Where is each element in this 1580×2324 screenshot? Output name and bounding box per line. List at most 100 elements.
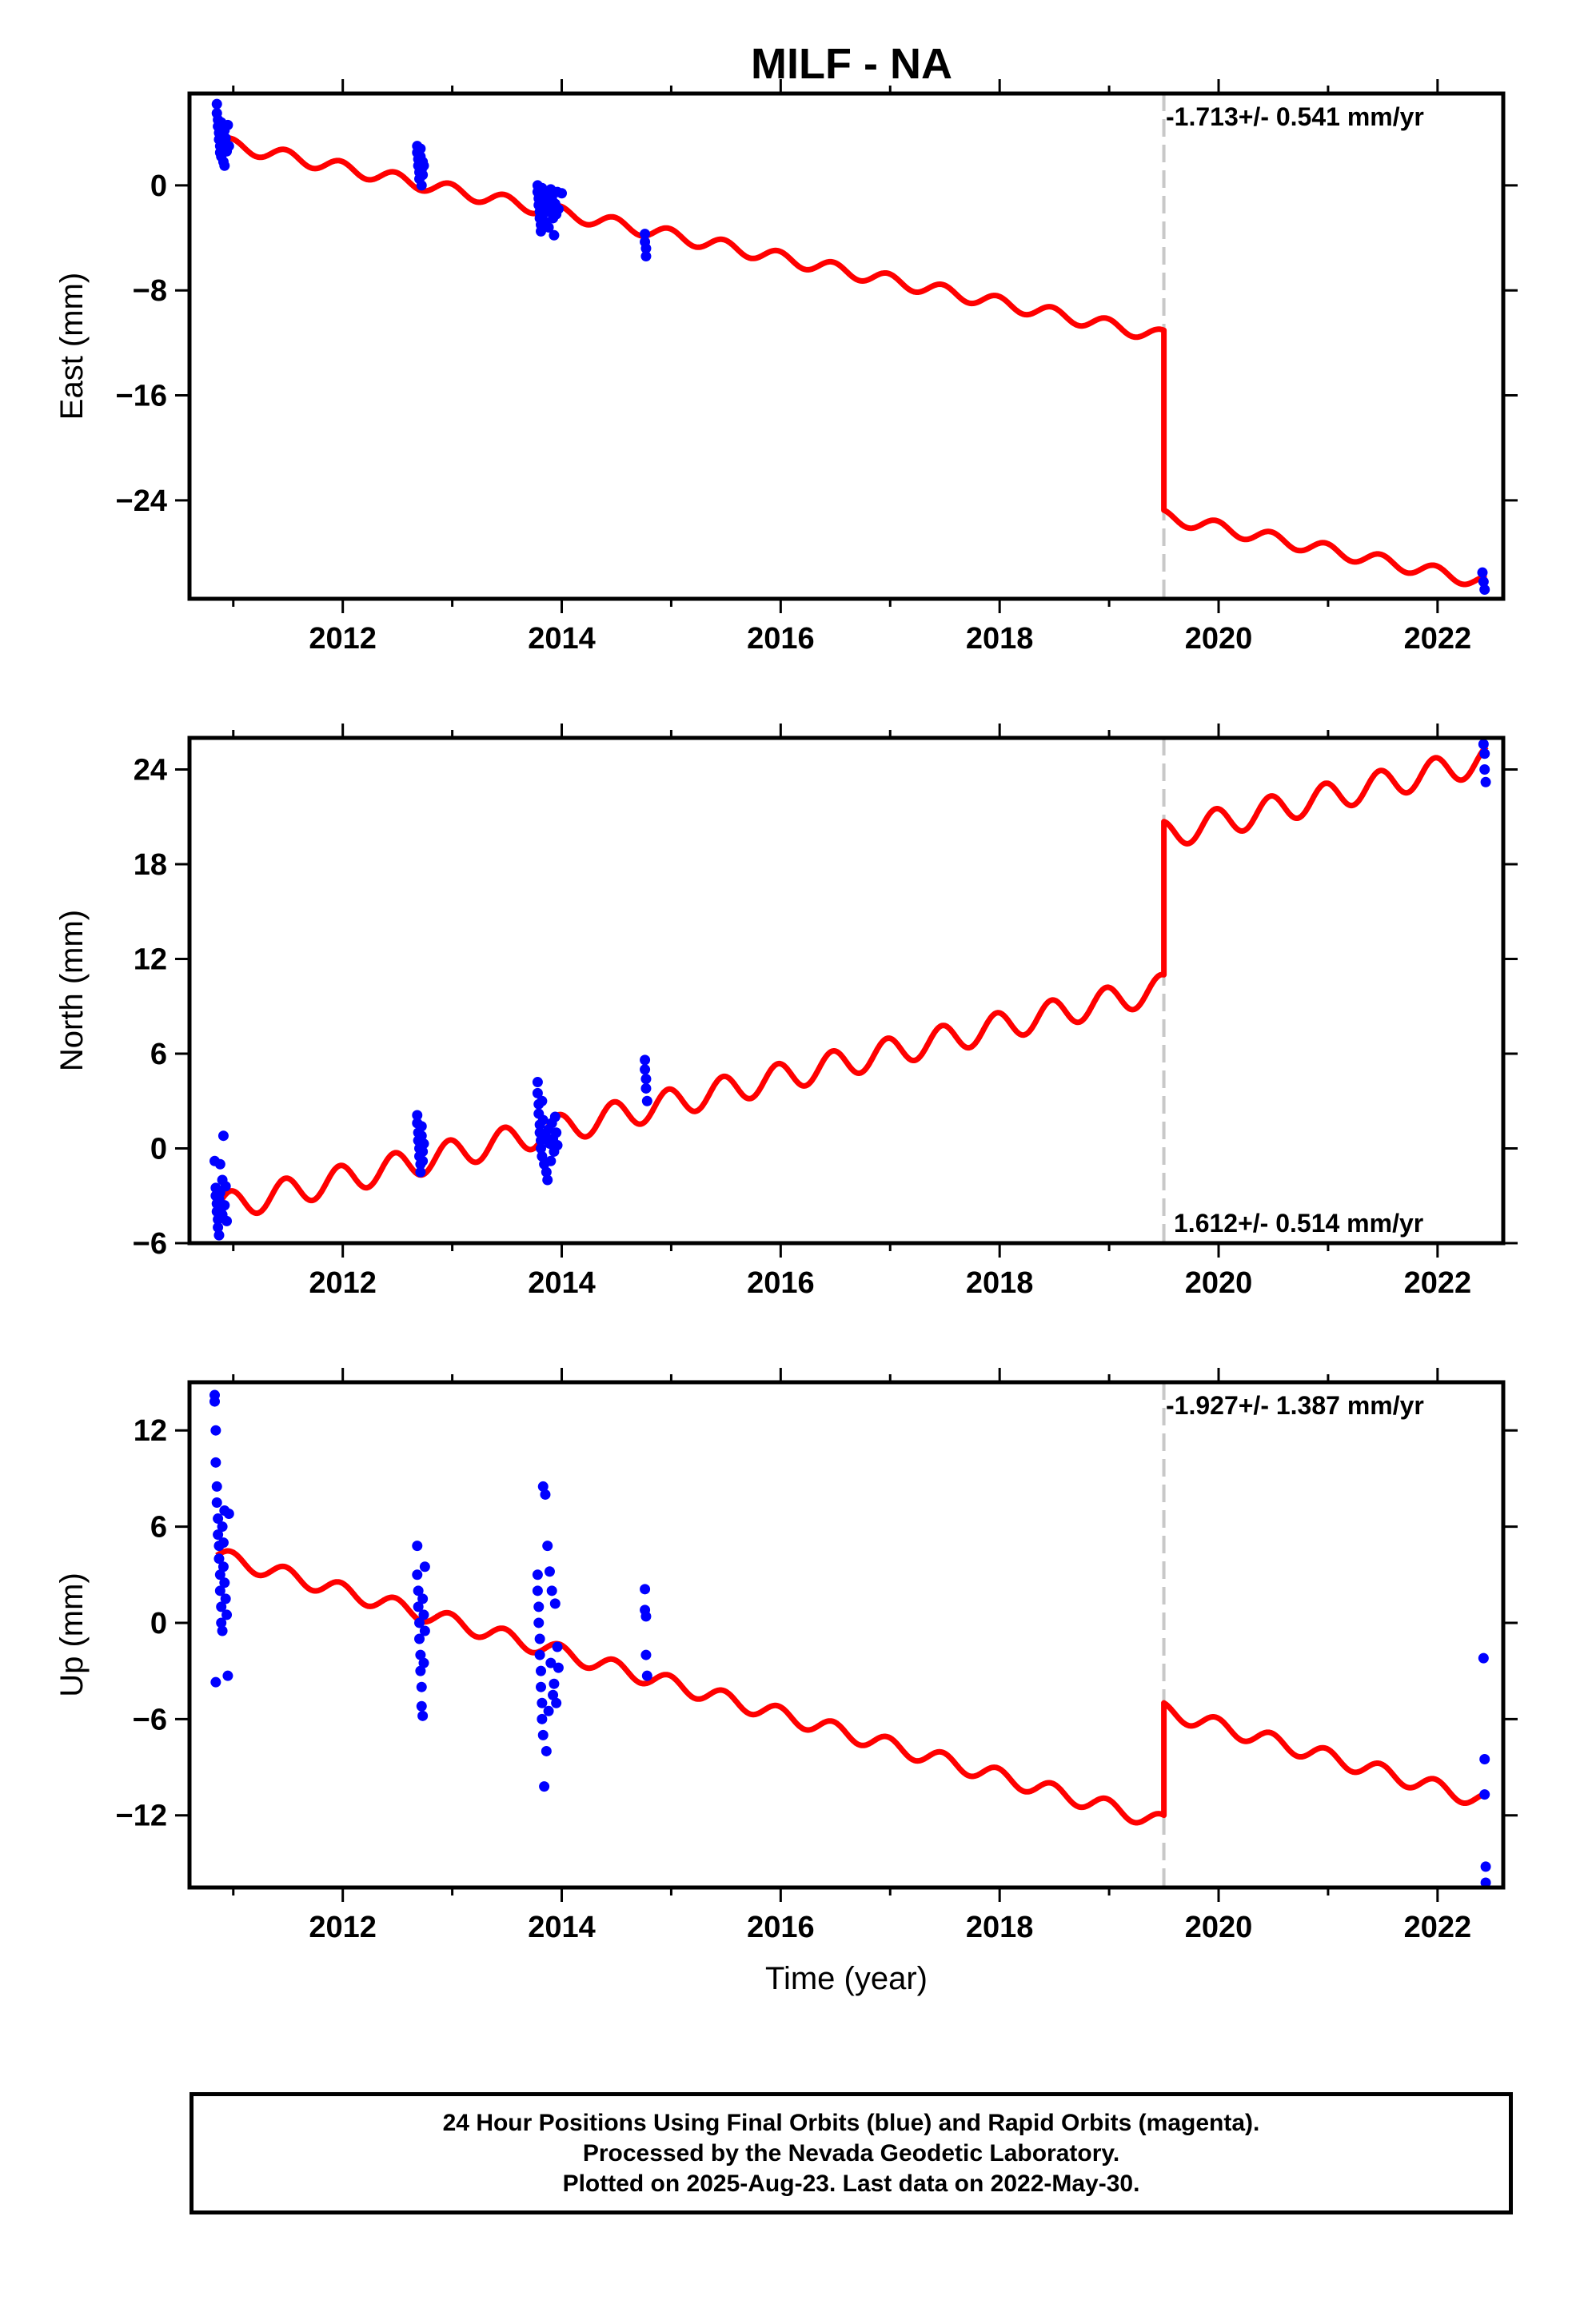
model-line bbox=[214, 1548, 1490, 1826]
data-point bbox=[417, 1146, 429, 1157]
data-point bbox=[640, 1611, 652, 1622]
data-point bbox=[640, 1064, 651, 1075]
data-point bbox=[415, 143, 426, 154]
data-point bbox=[217, 1521, 228, 1533]
data-point bbox=[537, 182, 548, 193]
data-point bbox=[416, 1700, 427, 1712]
data-point bbox=[415, 1166, 426, 1178]
data-point bbox=[210, 1425, 221, 1436]
data-point bbox=[416, 180, 427, 191]
data-point bbox=[549, 1111, 561, 1122]
data-point bbox=[539, 1781, 550, 1792]
data-point bbox=[414, 1617, 425, 1628]
y-tick-label: 12 bbox=[134, 943, 167, 977]
data-point bbox=[640, 229, 651, 240]
data-point bbox=[533, 1617, 545, 1628]
rate-label: -1.927+/- 1.387 mm/yr bbox=[1166, 1391, 1424, 1420]
x-tick-label: 2018 bbox=[966, 1266, 1034, 1300]
data-point bbox=[223, 1509, 234, 1520]
data-point bbox=[532, 1569, 543, 1581]
data-point bbox=[213, 1553, 225, 1565]
data-point bbox=[641, 1095, 652, 1106]
data-point bbox=[416, 1121, 427, 1132]
data-point bbox=[217, 1625, 228, 1636]
y-tick-label: −6 bbox=[133, 1703, 167, 1736]
data-point bbox=[417, 1710, 429, 1721]
data-point bbox=[1479, 584, 1490, 596]
data-point bbox=[1478, 1652, 1489, 1664]
data-point bbox=[211, 1497, 222, 1508]
data-point bbox=[222, 1670, 233, 1681]
data-point bbox=[537, 1095, 548, 1106]
data-point bbox=[1479, 1753, 1490, 1764]
data-point bbox=[418, 1657, 429, 1668]
y-tick-label: 6 bbox=[150, 1511, 167, 1545]
y-tick-label: 0 bbox=[150, 169, 167, 203]
data-point bbox=[543, 1705, 554, 1716]
data-point bbox=[545, 1657, 557, 1668]
data-point bbox=[534, 1633, 545, 1644]
footer-line-1: 24 Hour Positions Using Final Orbits (bl… bbox=[442, 2109, 1260, 2136]
data-point bbox=[553, 203, 564, 214]
data-point bbox=[545, 1155, 557, 1166]
rate-label: 1.612+/- 0.514 mm/yr bbox=[1174, 1209, 1423, 1238]
y-tick-label: −8 bbox=[133, 274, 167, 308]
data-point bbox=[536, 225, 547, 237]
data-point bbox=[220, 1593, 231, 1604]
data-point bbox=[221, 1609, 233, 1620]
footer-line-3: Plotted on 2025-Aug-23. Last data on 202… bbox=[562, 2170, 1140, 2197]
x-tick-label: 2018 bbox=[966, 1911, 1034, 1944]
data-point bbox=[1479, 748, 1490, 759]
x-tick-label: 2012 bbox=[309, 622, 377, 656]
plot-frame bbox=[187, 1380, 1506, 1890]
y-tick-label: 0 bbox=[150, 1133, 167, 1166]
data-point bbox=[548, 1689, 559, 1700]
data-point bbox=[1478, 576, 1489, 588]
x-tick-label: 2014 bbox=[528, 1266, 596, 1300]
chart-title: MILF - NA bbox=[751, 40, 952, 88]
x-tick-label: 2018 bbox=[966, 622, 1034, 656]
y-tick-label: 18 bbox=[134, 848, 167, 882]
x-tick-label: 2022 bbox=[1404, 1266, 1472, 1300]
x-tick-label: 2014 bbox=[528, 1911, 596, 1944]
panel-north: 2012 2014 2016 2018 2020 2022 24 18 12 6 0 −6 1.612+… bbox=[54, 724, 1518, 1300]
data-point bbox=[640, 1082, 652, 1094]
x-tick-label: 2016 bbox=[747, 622, 815, 656]
data-point bbox=[412, 1110, 423, 1121]
data-point bbox=[533, 1601, 545, 1612]
data-point bbox=[214, 1569, 225, 1581]
data-point bbox=[418, 1609, 429, 1620]
data-point bbox=[552, 1140, 563, 1151]
y-tick-label: −12 bbox=[116, 1800, 167, 1833]
x-tick-label: 2022 bbox=[1404, 1911, 1472, 1944]
data-point bbox=[543, 221, 554, 233]
data-point bbox=[211, 98, 222, 110]
data-point bbox=[640, 1584, 651, 1595]
x-axis-label: Time (year) bbox=[765, 1961, 928, 1996]
data-point bbox=[414, 1633, 425, 1644]
data-point bbox=[640, 1649, 652, 1660]
data-point bbox=[210, 1676, 221, 1688]
footer-box: 24 Hour Positions Using Final Orbits (bl… bbox=[190, 2092, 1513, 2214]
data-point bbox=[216, 1601, 227, 1612]
data-point bbox=[541, 1745, 552, 1756]
plot-frame bbox=[187, 735, 1506, 1246]
data-point bbox=[549, 1598, 561, 1609]
data-point bbox=[210, 1457, 221, 1468]
y-tick-label: −24 bbox=[116, 484, 167, 518]
data-point bbox=[546, 1585, 557, 1597]
data-point bbox=[552, 1641, 563, 1652]
data-point bbox=[537, 1150, 548, 1162]
data-point bbox=[220, 133, 231, 144]
data-point bbox=[541, 1166, 552, 1178]
data-point bbox=[551, 1127, 562, 1138]
data-point bbox=[416, 1130, 427, 1142]
data-point bbox=[553, 1662, 564, 1673]
data-point bbox=[1479, 1789, 1490, 1800]
data-point bbox=[416, 1681, 427, 1692]
data-point bbox=[213, 1529, 224, 1541]
data-point bbox=[419, 1625, 430, 1636]
data-point bbox=[418, 160, 429, 171]
data-point bbox=[222, 119, 233, 130]
data-point bbox=[213, 1513, 224, 1525]
